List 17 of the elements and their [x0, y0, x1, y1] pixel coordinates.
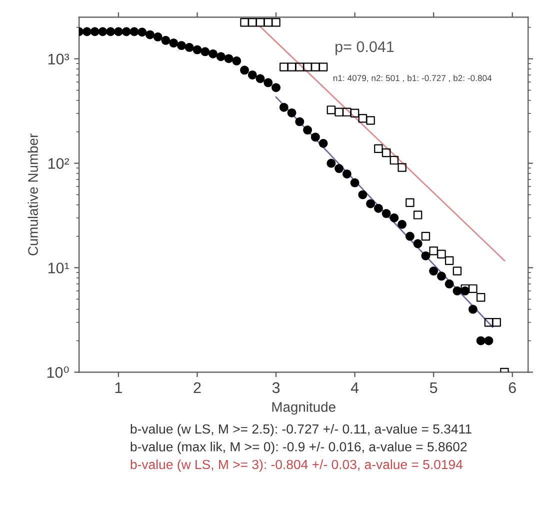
y-tick-label: 10¹ — [48, 262, 70, 274]
text: b-value (w LS, M >= 2.5): -0.727 +/- 0.11, a-value = 5.3411 — [130, 424, 472, 436]
x-tick-label: 5 — [430, 382, 438, 394]
y-tick-label: 10² — [48, 158, 70, 169]
x-tick-label: 6 — [508, 382, 516, 394]
x-tick-label: 1 — [115, 382, 122, 393]
x-tick-label: 3 — [272, 382, 280, 394]
annotation: p= 0.041 — [336, 41, 394, 56]
x-tick-label: 2 — [194, 382, 201, 393]
x-tick-label: 4 — [350, 382, 359, 393]
annotation: n1: 4079, n2: 501 , b1: -0.727 , b2: -0.804 — [333, 74, 492, 82]
y-tick-label: 10³ — [48, 54, 70, 64]
x-axis-title: Magnitude — [272, 402, 336, 415]
text: b-value (max lik, M >= 0): -0.9 +/- 0.016, a-value = 5.8602 — [130, 442, 467, 454]
y-tick-label: 10⁰ — [47, 366, 69, 378]
text: b-value (w LS, M >= 3): -0.804 +/- 0.03, a-value = 5.0194 — [130, 459, 463, 472]
y-axis-title: Cumulative Number — [28, 134, 38, 256]
